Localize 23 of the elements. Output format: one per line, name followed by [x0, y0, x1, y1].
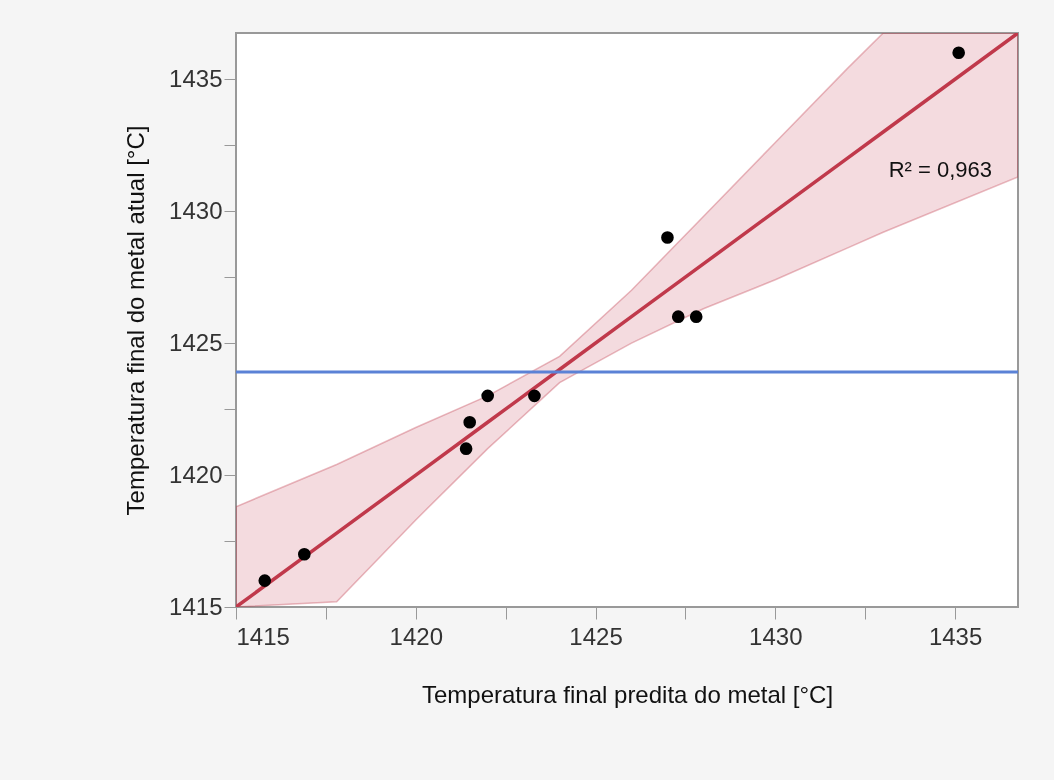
point — [463, 415, 477, 429]
point — [661, 231, 674, 244]
x-axis-title: Temperatura final predita do metal [°C] — [421, 680, 834, 708]
point — [689, 310, 703, 324]
point — [952, 46, 965, 60]
y-tick-label: 1425 — [169, 328, 223, 356]
point — [528, 389, 541, 403]
y-tick-label: 1430 — [169, 196, 223, 224]
x-tick-label: 1435 — [928, 622, 983, 650]
point — [671, 310, 685, 324]
y-axis-title: Temperatura final do metal atual [°C] — [122, 125, 150, 516]
x-tick-label: 1430 — [749, 622, 803, 650]
x-tick-label: 1420 — [389, 622, 443, 650]
point — [481, 389, 494, 403]
y-tick-label: 1415 — [169, 592, 223, 620]
x-tick-label: 1425 — [569, 622, 623, 650]
y-tick-label: 1435 — [169, 64, 223, 92]
point — [459, 442, 473, 455]
y-tick-label: 1420 — [169, 460, 223, 488]
point — [297, 547, 311, 561]
x-tick-label: 1415 — [236, 622, 290, 650]
annotation: R² = 0,963 — [888, 157, 992, 182]
point — [258, 574, 272, 587]
